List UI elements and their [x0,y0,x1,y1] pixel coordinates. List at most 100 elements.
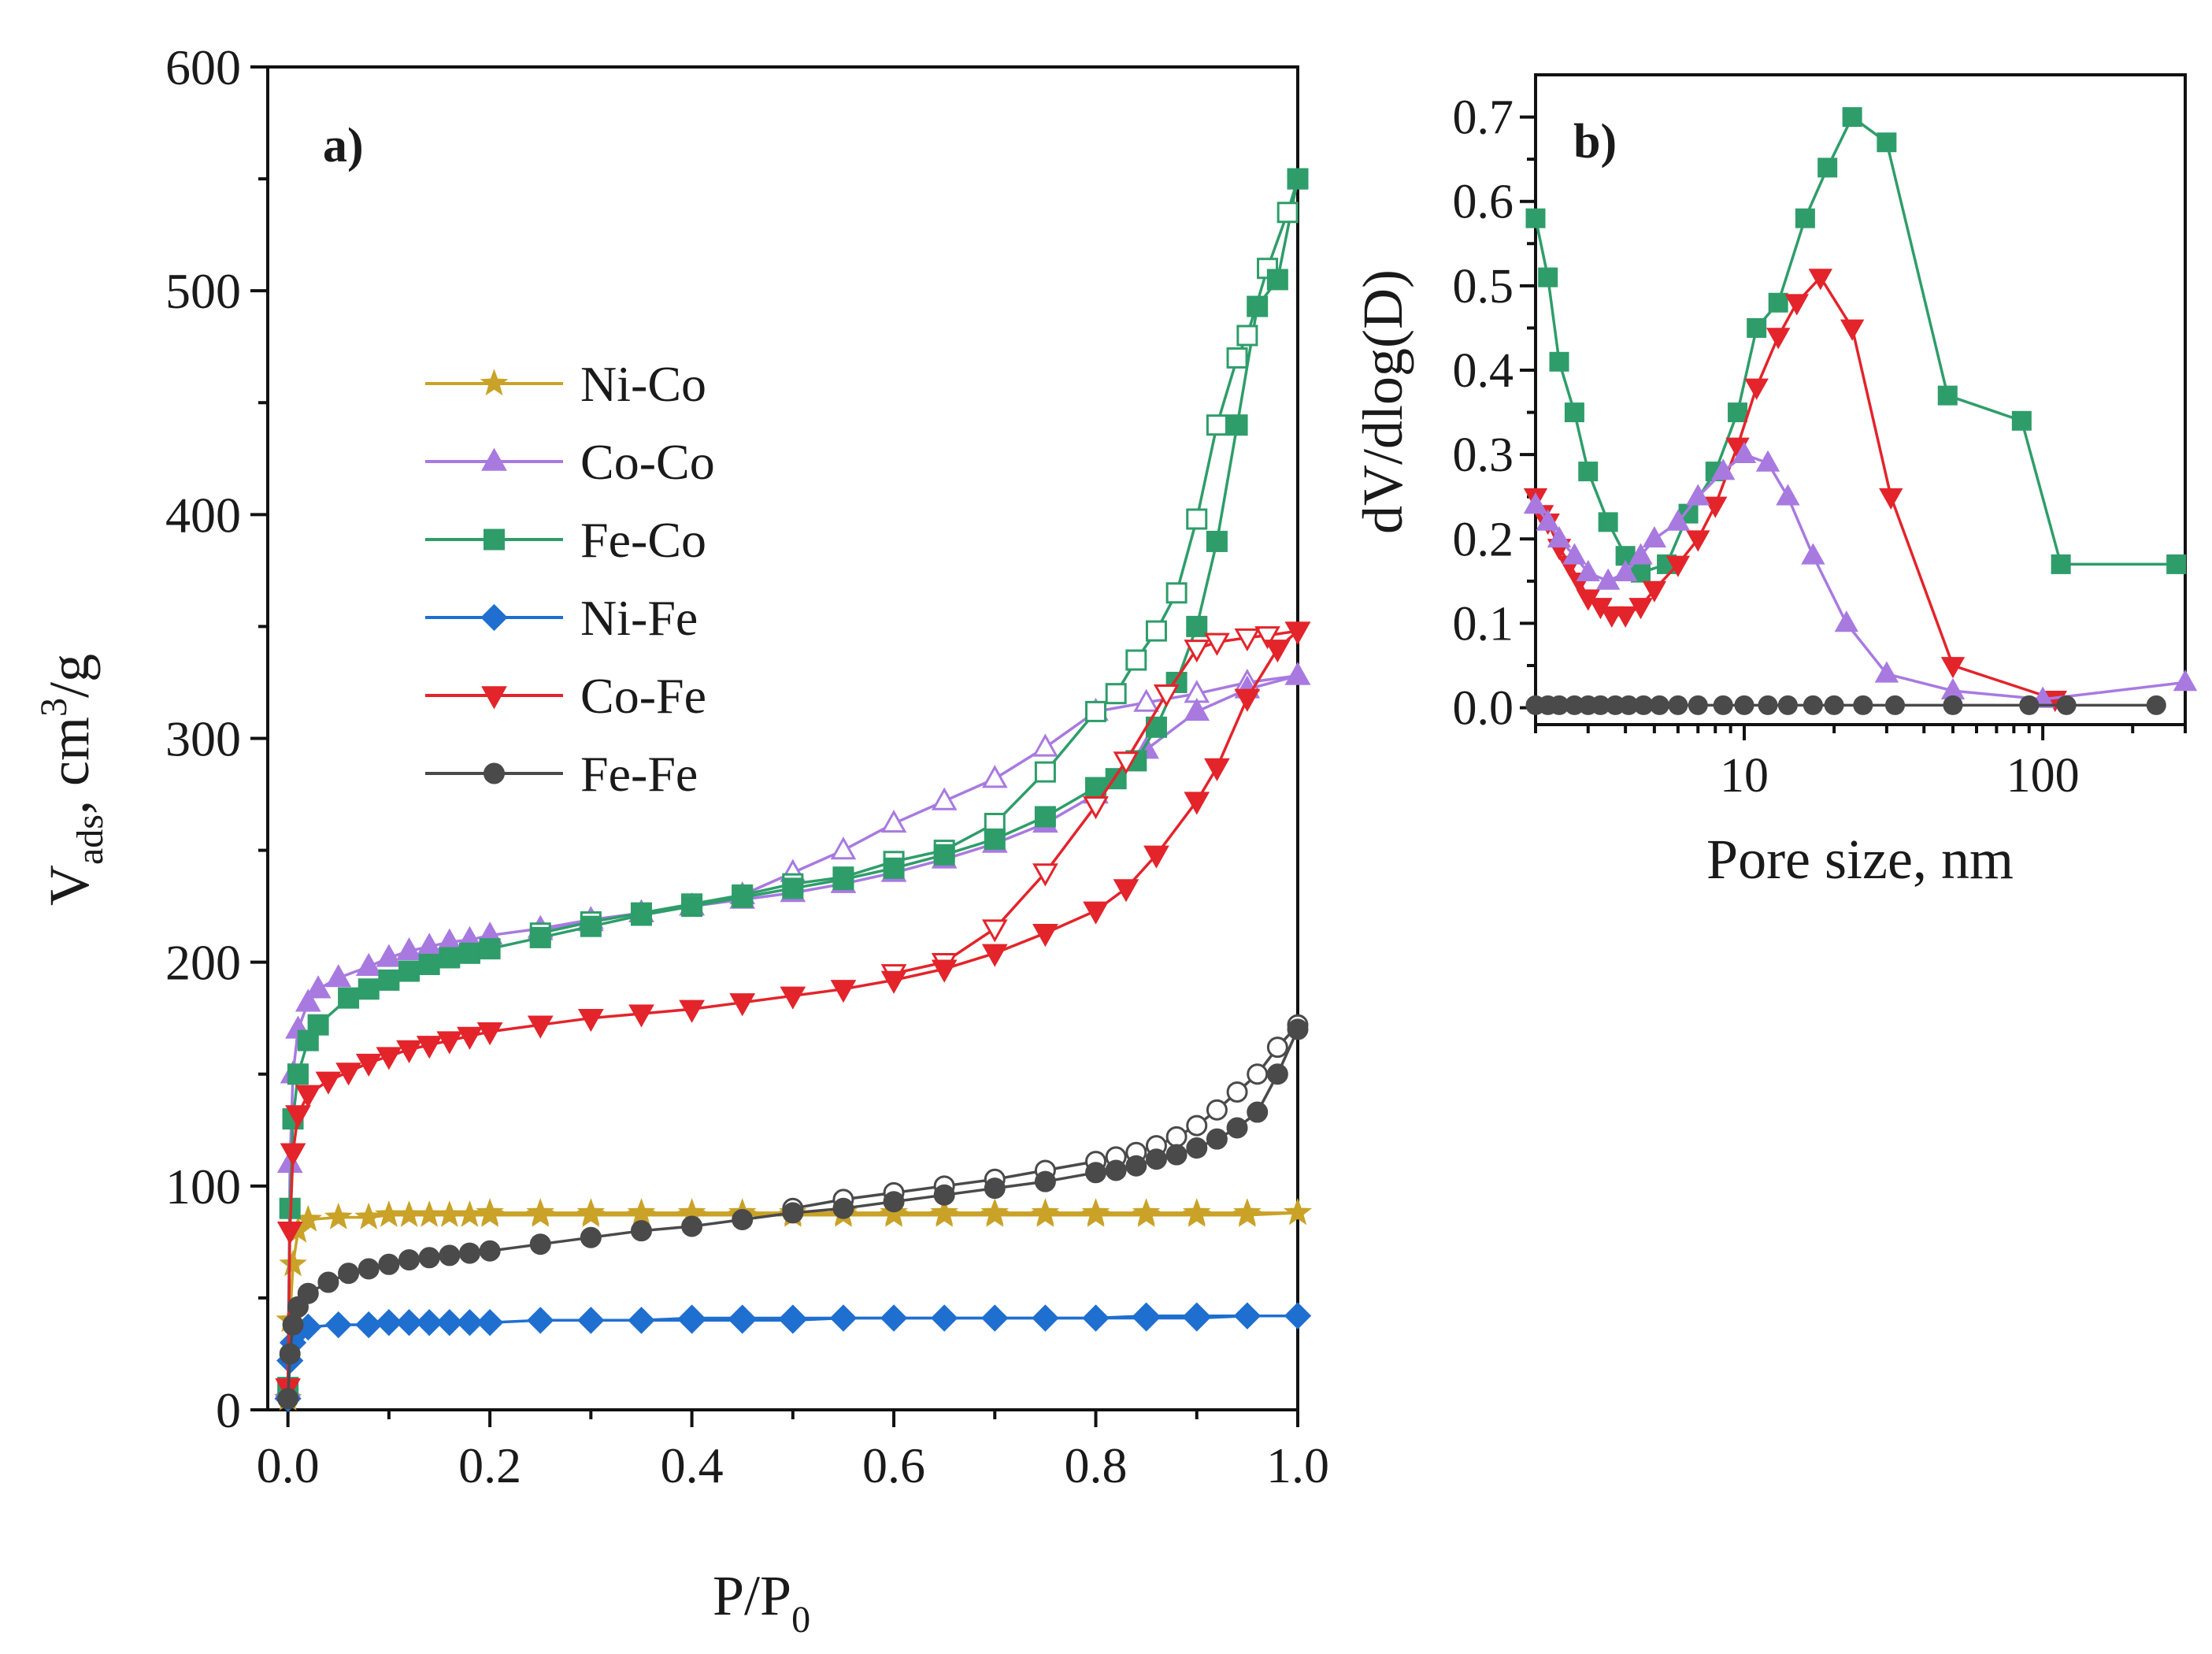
a-ytick-label: 100 [165,1159,241,1215]
co-co-psd-point [1801,543,1825,565]
co-co-psd-point [1628,543,1653,565]
ni-co-adsorption-point [1233,1200,1262,1227]
fe-co-adsorption-point [418,954,440,976]
fe-co-psd-point [1817,158,1838,178]
a-ytick-label: 300 [165,711,241,767]
ni-fe-adsorption-point [435,1309,463,1337]
co-fe-adsorption-point [396,1040,422,1063]
fe-fe-adsorption-point [1125,1155,1147,1177]
b-ytick-label: 0.1 [1453,597,1514,651]
co-fe-desorption-point [1032,863,1058,887]
co-fe-psd-line [1534,275,2056,701]
fe-co-adsorption-point [1247,295,1269,317]
co-fe-psd-point [1665,555,1691,577]
legend-item-fe-co: Fe-Co [425,512,706,568]
co-fe-adsorption-point [335,1062,361,1086]
ni-co-adsorption-point [880,1200,908,1227]
co-fe-desorption-point [981,919,1008,943]
series-ni-fe [274,1302,1312,1412]
co-fe-adsorption-point [1184,792,1210,815]
fe-fe-adsorption-point [1287,1018,1309,1040]
series-ni-co [273,1198,1312,1411]
co-co-desorption-point [931,787,958,810]
co-fe-desorption-point [1254,626,1280,650]
co-co-psd-point [1711,458,1736,480]
co-fe-adsorption-point [679,999,705,1023]
ni-fe-adsorption-point [324,1311,352,1339]
co-fe-adsorption-point [931,959,958,983]
co-fe-psd-point [1703,496,1728,518]
ni-co-adsorption-point [1284,1198,1312,1226]
co-fe-desorption-point [1204,632,1230,656]
a-ytick-label: 0 [216,1382,241,1438]
legend-item-co-co: Co-Co [425,434,715,490]
fe-fe-adsorption-point [529,1233,551,1255]
fe-co-desorption-point [1085,700,1107,722]
co-co-psd-point [1874,661,1899,683]
fe-fe-adsorption-point [933,1184,955,1206]
ni-co-adsorption-point [395,1200,424,1227]
fe-co-psd-point [1598,512,1618,532]
co-fe-adsorption-point [280,1143,306,1166]
fe-co-psd-point [1877,132,1897,153]
fe-co-adsorption-point [307,1014,329,1036]
fe-fe-desorption-point [1206,1099,1228,1121]
ni-co-adsorption-point [1182,1200,1211,1227]
legend-marker [480,369,509,396]
fe-fe-adsorption-point [681,1215,703,1237]
fe-fe-adsorption-point [358,1258,380,1280]
a-ytick-label: 400 [165,487,241,543]
fe-fe-desorption-point [1247,1063,1269,1085]
legend-marker [481,686,507,710]
ni-fe-adsorption-point [476,1309,504,1337]
co-co-psd-point [1732,441,1757,463]
fe-fe-adsorption-point [277,1388,299,1410]
co-fe-psd-point [1840,319,1865,341]
ni-fe-adsorption-point [1132,1304,1160,1332]
fe-fe-adsorption-point [984,1177,1006,1200]
fe-fe-adsorption-point [479,1240,501,1262]
fe-fe-desorption-point [1186,1114,1208,1137]
fe-co-psd-point [1525,208,1546,228]
fe-co-psd-point [2011,410,2032,431]
co-fe-desorption-point [1083,796,1109,820]
fe-co-desorption-point [1145,620,1167,642]
legend-label: Ni-Co [580,356,706,412]
fe-fe-psd-point [2056,695,2077,715]
ni-co-adsorption-point [1031,1200,1060,1227]
b-ytick-label: 0.3 [1453,428,1514,482]
fe-co-adsorption-point [1186,615,1208,637]
fe-co-adsorption-point [398,960,421,982]
co-co-adsorption-point [355,952,382,977]
fe-co-desorption-point [1125,649,1147,671]
co-co-psd-point [2173,669,2198,692]
fe-fe-adsorption-point [1165,1144,1188,1166]
co-fe-adsorption-point [295,1085,321,1108]
ni-fe-adsorption-point [375,1309,403,1337]
ni-co-adsorption-point [1081,1200,1110,1227]
legend-label: Co-Co [580,434,715,490]
fe-co-adsorption-point [933,844,955,866]
fe-co-adsorption-point [580,915,602,937]
fe-fe-adsorption-point [1034,1170,1056,1192]
co-fe-adsorption-point [315,1071,342,1095]
co-fe-psd-point [1808,269,1832,291]
series-fe-fe [277,1014,1309,1410]
fe-co-adsorption-point [479,938,501,960]
ni-fe-adsorption-point [1284,1302,1312,1330]
b-ytick-label: 0.2 [1453,513,1514,566]
co-fe-psd-point [1613,606,1638,628]
co-co-desorption-point [1032,733,1058,757]
a-xtick-label: 0.4 [661,1437,724,1493]
fe-co-psd-line [1534,114,2177,575]
b-xtick-label: 100 [2006,749,2080,803]
fe-co-psd-point [1842,107,1862,128]
b-ytick-label: 0.6 [1453,176,1514,229]
ni-fe-adsorption-point [1183,1304,1210,1332]
ni-fe-adsorption-point [416,1309,443,1337]
ni-fe-adsorption-point [981,1304,1009,1332]
ni-co-adsorption-point [354,1202,383,1229]
co-fe-psd-point [1686,530,1710,552]
a-ytick-label: 500 [165,263,241,319]
panel-b-label: b) [1573,115,1617,169]
